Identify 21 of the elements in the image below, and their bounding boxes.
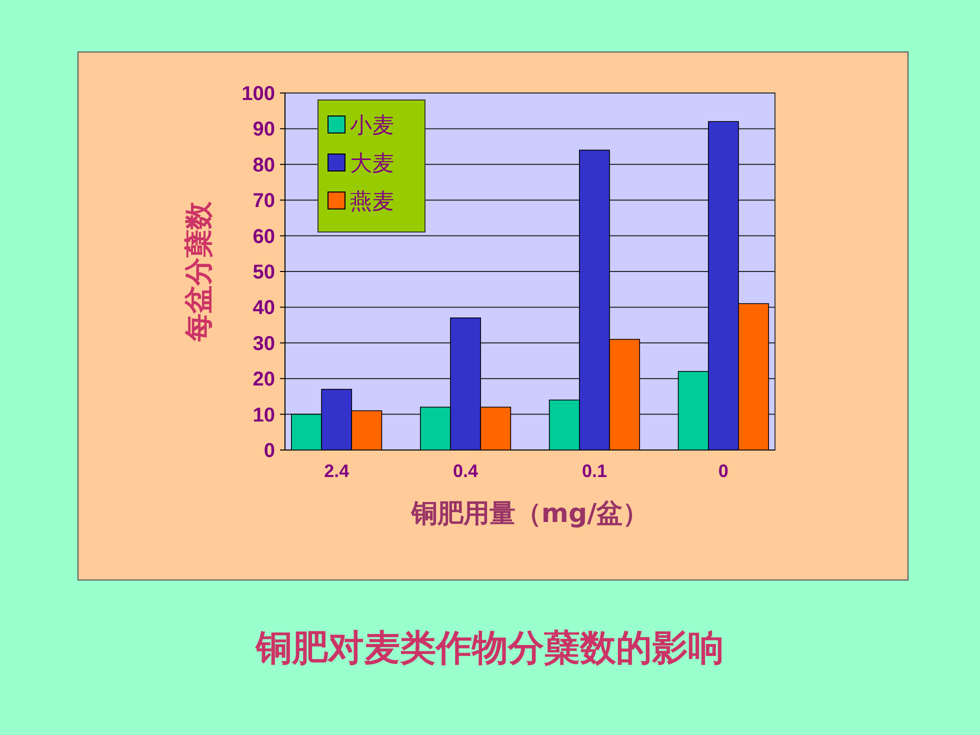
legend-label: 小麦 (350, 114, 394, 139)
y-tick-label: 80 (252, 154, 275, 176)
legend-label: 大麦 (350, 152, 394, 177)
y-tick-label: 70 (252, 190, 275, 212)
y-tick-label: 0 (264, 440, 275, 462)
x-tick-label: 0.1 (582, 461, 607, 481)
y-tick-label: 40 (252, 297, 275, 320)
y-tick-label: 30 (252, 332, 275, 355)
x-tick-label: 2.4 (324, 461, 350, 481)
y-tick-label: 10 (252, 404, 275, 426)
x-tick-label: 0.4 (453, 461, 478, 481)
y-tick-label: 60 (252, 226, 275, 248)
y-axis-title: 每盆分蘖数 (182, 200, 215, 342)
text: 铜肥对麦类作物分蘖数的影响 (254, 628, 724, 669)
y-tick-label: 50 (252, 262, 275, 284)
legend-label: 燕麦 (350, 190, 394, 215)
x-tick-label: 0 (718, 461, 728, 481)
x-axis-title: 铜肥用量（mg/盆） (410, 499, 649, 529)
y-tick-label: 20 (252, 368, 275, 391)
y-tick-label: 90 (252, 118, 275, 141)
y-tick-label: 100 (242, 83, 275, 105)
